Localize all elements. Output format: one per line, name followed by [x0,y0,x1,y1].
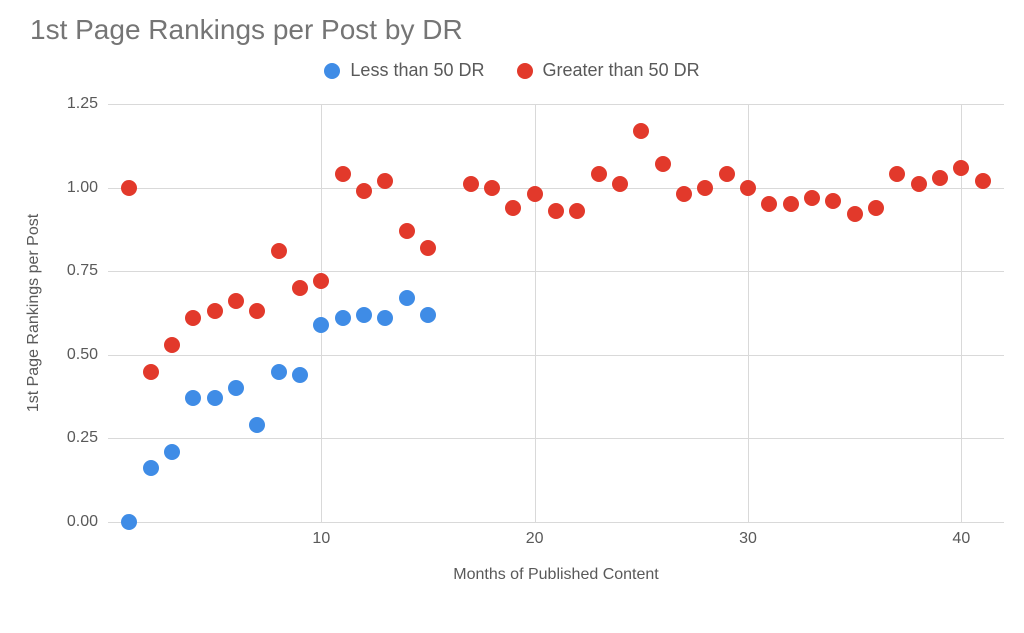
data-point [399,223,415,239]
data-point [271,364,287,380]
gridline-v [321,104,322,522]
x-tick-label: 30 [739,522,757,548]
data-point [228,293,244,309]
data-point [484,180,500,196]
y-tick-label: 1.25 [67,95,108,113]
x-tick-label: 40 [952,522,970,548]
data-point [143,364,159,380]
data-point [143,460,159,476]
gridline-h [108,271,1004,272]
data-point [164,444,180,460]
data-point [612,176,628,192]
data-point [548,203,564,219]
data-point [249,417,265,433]
data-point [335,166,351,182]
data-point [932,170,948,186]
data-point [676,186,692,202]
data-point [399,290,415,306]
y-tick-label: 0.50 [67,346,108,364]
chart-root: 1st Page Rankings per Post by DR Less th… [0,0,1024,633]
y-tick-label: 0.75 [67,262,108,280]
data-point [889,166,905,182]
data-point [975,173,991,189]
x-tick-label: 10 [312,522,330,548]
data-point [228,380,244,396]
data-point [505,200,521,216]
data-point [292,280,308,296]
data-point [121,514,137,530]
x-axis-title: Months of Published Content [453,566,658,584]
legend-label-1: Greater than 50 DR [543,60,700,81]
data-point [185,390,201,406]
data-point [185,310,201,326]
legend-item-1: Greater than 50 DR [517,60,700,81]
y-tick-label: 1.00 [67,179,108,197]
data-point [953,160,969,176]
data-point [271,243,287,259]
chart-title: 1st Page Rankings per Post by DR [30,14,463,46]
data-point [911,176,927,192]
data-point [121,180,137,196]
legend-item-0: Less than 50 DR [324,60,484,81]
data-point [292,367,308,383]
gridline-v [535,104,536,522]
x-tick-label: 20 [526,522,544,548]
data-point [164,337,180,353]
gridline-h [108,188,1004,189]
data-point [420,307,436,323]
plot-area: 102030400.000.250.500.751.001.25 [108,104,1004,522]
data-point [313,273,329,289]
data-point [825,193,841,209]
data-point [740,180,756,196]
data-point [420,240,436,256]
data-point [377,173,393,189]
data-point [868,200,884,216]
data-point [633,123,649,139]
data-point [207,303,223,319]
y-tick-label: 0.00 [67,513,108,531]
data-point [463,176,479,192]
data-point [249,303,265,319]
chart-legend: Less than 50 DR Greater than 50 DR [0,60,1024,81]
legend-swatch-0 [324,63,340,79]
legend-swatch-1 [517,63,533,79]
data-point [719,166,735,182]
data-point [356,307,372,323]
gridline-h [108,438,1004,439]
gridline-h [108,522,1004,523]
y-tick-label: 0.25 [67,429,108,447]
data-point [335,310,351,326]
data-point [847,206,863,222]
data-point [356,183,372,199]
data-point [377,310,393,326]
data-point [697,180,713,196]
data-point [527,186,543,202]
gridline-h [108,355,1004,356]
data-point [655,156,671,172]
data-point [207,390,223,406]
data-point [569,203,585,219]
gridline-v [748,104,749,522]
data-point [761,196,777,212]
data-point [313,317,329,333]
gridline-h [108,104,1004,105]
y-axis-title: 1st Page Rankings per Post [25,214,43,412]
data-point [783,196,799,212]
legend-label-0: Less than 50 DR [350,60,484,81]
data-point [804,190,820,206]
data-point [591,166,607,182]
